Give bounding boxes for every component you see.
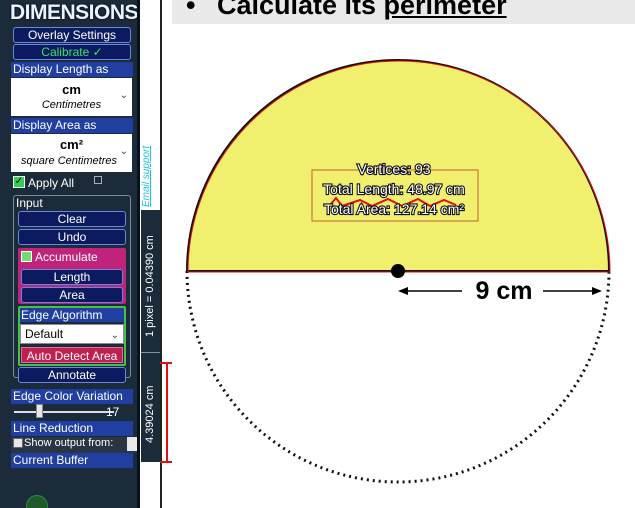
length-button[interactable]: Length (21, 269, 123, 285)
edge-algorithm-label: Edge Algorithm (20, 308, 124, 322)
page-heading: • Calculate its perimeter (186, 0, 507, 21)
clear-button[interactable]: Clear (18, 211, 126, 227)
diameter-arrow (398, 287, 602, 295)
show-output-label: Show output from: (24, 437, 114, 449)
panel-edge (137, 0, 140, 508)
display-length-label: Display Length as (11, 62, 133, 77)
edge-color-value: 17 (106, 405, 120, 419)
calibrate-button[interactable]: Calibrate ✓ (13, 44, 131, 60)
apply-all-label: Apply All (28, 176, 75, 190)
length-unit-short: cm (62, 82, 81, 97)
measurement-bracket (160, 362, 172, 463)
overlay-settings-button[interactable]: Overlay Settings (13, 27, 131, 43)
apply-all-checkbox[interactable]: ✓ (13, 176, 25, 188)
edge-color-slider-track[interactable] (14, 411, 114, 413)
annotate-button[interactable]: Annotate (18, 367, 126, 383)
check-icon: ✓ (14, 176, 24, 187)
upper-semicircle[interactable] (185, 59, 611, 272)
length-unit-select[interactable]: cm Centimetres ⌄ (11, 78, 132, 116)
heading-band (172, 0, 635, 24)
auto-detect-area-button[interactable]: Auto Detect Area (21, 347, 123, 363)
area-unit-long: square Centimetres (21, 155, 117, 167)
line-reduction-label: Line Reduction (11, 421, 133, 436)
canvas-divider (160, 0, 162, 508)
heading-emphasis: perimeter (383, 0, 507, 20)
lower-semicircle-dotted (185, 270, 611, 484)
chevron-down-icon: ⌄ (119, 146, 128, 157)
app-title: DIMENSIONS (10, 1, 137, 24)
chevron-down-icon: ⌄ (119, 90, 128, 101)
chevron-down-icon: ⌄ (110, 330, 119, 341)
show-output-select[interactable] (127, 437, 137, 451)
edge-color-slider-thumb[interactable] (36, 404, 43, 418)
area-unit-short: cm² (59, 137, 84, 152)
accumulate-checkbox[interactable] (21, 251, 32, 262)
edge-color-variation-label: Edge Color Variation (11, 389, 133, 404)
control-panel: DIMENSIONS Overlay Settings Calibrate ✓ … (0, 0, 137, 508)
collapse-icon[interactable] (94, 176, 102, 184)
diameter-label: 9 cm (476, 277, 533, 305)
overlay-box (311, 169, 479, 222)
detected-edge-outline (187, 60, 611, 273)
bullet: • (186, 0, 196, 20)
edge-algorithm-value: Default (25, 327, 64, 341)
length-unit-long: Centimetres (41, 99, 102, 111)
show-output-row (11, 437, 137, 453)
total-length-readout: Total Length: 48.97 cm (323, 181, 465, 197)
strip-divider (141, 352, 161, 353)
scale-strip (141, 210, 161, 462)
edge-algorithm-select[interactable]: Default ⌄ (20, 324, 124, 344)
vertices-readout: Vertices: 93 (357, 161, 430, 177)
input-label: Input (16, 196, 43, 210)
area-button[interactable]: Area (21, 287, 123, 303)
overlay-trace (329, 196, 457, 208)
current-buffer-label: Current Buffer (11, 453, 133, 468)
show-output-checkbox[interactable] (13, 438, 23, 448)
heading-prefix: Calculate its (216, 0, 384, 20)
edge-algorithm-group (18, 306, 126, 366)
display-area-label: Display Area as (11, 118, 133, 133)
undo-button[interactable]: Undo (18, 229, 126, 245)
center-point (391, 264, 405, 278)
total-area-readout: Total Area: 127.14 cm² (324, 201, 464, 217)
accumulate-label: Accumulate (35, 250, 98, 264)
area-unit-select[interactable]: cm² square Centimetres ⌄ (11, 134, 132, 172)
